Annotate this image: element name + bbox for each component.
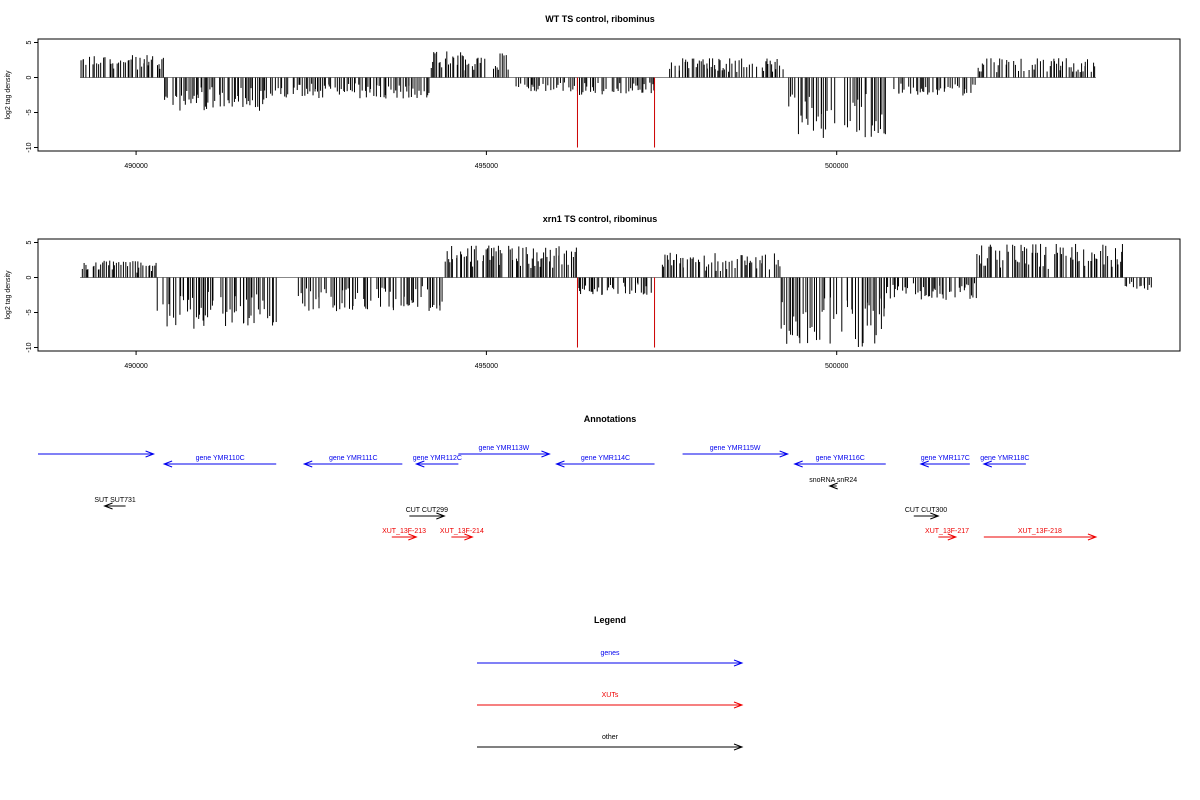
arrow-head (733, 701, 744, 709)
feature-arrow (414, 460, 459, 468)
y-axis-label: log2 tag density (5, 70, 12, 120)
arrow-head (436, 512, 446, 520)
feature-label: gene YMR117C (921, 455, 970, 462)
feature-label: gene YMR113W (479, 445, 530, 452)
arrow-head (414, 460, 425, 468)
legend-label: genes (600, 650, 620, 657)
arrow-head (1087, 533, 1098, 541)
feature-arrow (982, 460, 1026, 468)
track-panel-2: xrn1 TS control, ribominus log2 tag densi… (5, 214, 1181, 370)
legend-arrow (477, 659, 744, 667)
feature-label: XUT_13F-217 (925, 528, 969, 535)
feature-arrow (162, 460, 277, 468)
x-tick-label: 500000 (825, 163, 848, 170)
feature-arrow (828, 482, 838, 490)
x-tick-label: 500000 (825, 363, 848, 370)
feature-arrow (913, 512, 940, 520)
feature-arrow (555, 460, 655, 468)
y-axis-label: log2 tag density (5, 270, 12, 320)
arrow-head (103, 502, 113, 510)
feature-label: gene YMR114C (581, 455, 630, 462)
feature-arrow (682, 450, 790, 458)
feature-label: XUT_13F-218 (1018, 528, 1062, 535)
arrow-head (464, 533, 474, 541)
feature-label: gene YMR112C (413, 455, 462, 462)
legend-title: Legend (594, 615, 626, 625)
feature-label: XUT_13F-214 (440, 528, 484, 535)
feature-arrow (983, 533, 1098, 541)
arrow-head (408, 533, 418, 541)
feature-label: CUT CUT300 (905, 507, 947, 514)
arrow-head (162, 460, 173, 468)
y-tick-label: -5 (26, 109, 33, 115)
feature-arrow (458, 450, 551, 458)
feature-arrow (391, 533, 418, 541)
arrow-head (733, 659, 744, 667)
feature-arrow (919, 460, 970, 468)
feature-arrow (451, 533, 474, 541)
feature-arrow (793, 460, 886, 468)
feature-label: SUT SUT731 (94, 497, 136, 504)
arrow-head (919, 460, 929, 468)
feature-arrow (103, 502, 126, 510)
plot-frame (37, 238, 1181, 352)
feature-arrow (409, 512, 446, 520)
panel-title: xrn1 TS control, ribominus (543, 214, 658, 224)
y-tick-label: 0 (26, 75, 33, 79)
legend-label: other (602, 734, 619, 741)
y-tick-label: -10 (26, 142, 33, 152)
arrow-head (793, 460, 803, 468)
x-tick-label: 495000 (475, 163, 498, 170)
arrow-head (930, 512, 940, 520)
x-tick-label: 490000 (124, 163, 147, 170)
arrow-head (982, 460, 993, 468)
y-tick-label: 5 (26, 40, 33, 44)
feature-label: CUT CUT299 (406, 507, 448, 514)
feature-label: gene YMR115W (710, 445, 761, 452)
plot-frame (37, 38, 1181, 152)
legend-arrow (477, 701, 744, 709)
feature-label: gene YMR111C (329, 455, 378, 462)
legend: Legend genes XUTs other (477, 615, 744, 751)
legend-label: XUTs (602, 692, 619, 699)
y-tick-label: -10 (26, 342, 33, 352)
arrow-head (302, 460, 313, 468)
y-tick-label: 0 (26, 275, 33, 279)
panel-title: WT TS control, ribominus (545, 14, 655, 24)
arrow-head (541, 450, 551, 458)
feature-arrow (302, 460, 403, 468)
legend-arrow (477, 743, 744, 751)
arrow-head (828, 482, 838, 490)
feature-label: XUT_13F-213 (382, 528, 426, 535)
y-tick-label: -5 (26, 309, 33, 315)
feature-label: snoRNA snR24 (809, 477, 857, 484)
x-tick-label: 490000 (124, 363, 147, 370)
feature-arrow (938, 533, 958, 541)
arrow-head (145, 450, 156, 458)
arrow-head (733, 743, 744, 751)
annotations-title: Annotations (584, 414, 637, 424)
x-tick-label: 495000 (475, 363, 498, 370)
annotations-track: Annotations gene YMR110C gene YMR111C gene … (38, 414, 1098, 541)
track-panel-1: WT TS control, ribominus log2 tag density… (5, 14, 1181, 170)
arrow-head (947, 533, 958, 541)
arrow-head (555, 460, 565, 468)
feature-label: gene YMR110C (196, 455, 245, 462)
feature-label: gene YMR116C (816, 455, 865, 462)
feature-arrow (38, 450, 156, 458)
arrow-head (779, 450, 790, 458)
feature-label: gene YMR118C (980, 455, 1029, 462)
y-tick-label: 5 (26, 240, 33, 244)
